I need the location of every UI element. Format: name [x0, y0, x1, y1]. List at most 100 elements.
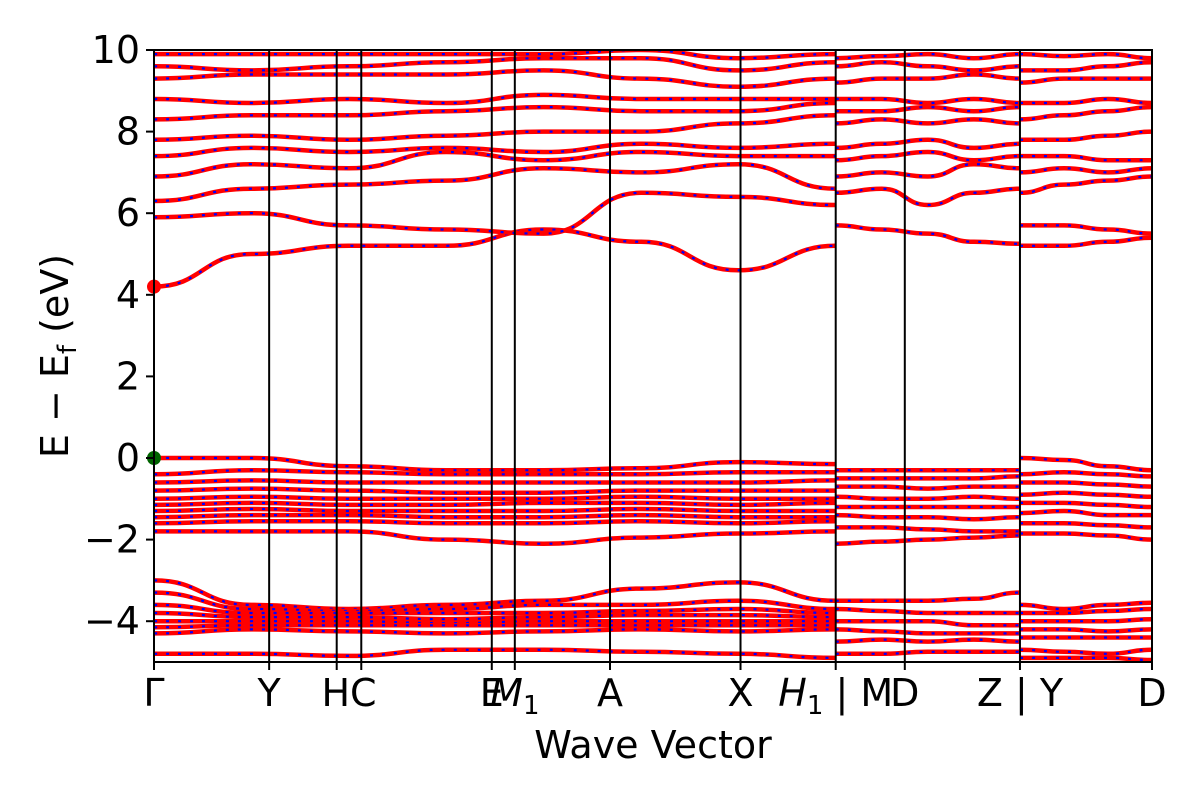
band-line: [835, 149, 1021, 163]
band-line: [835, 186, 1021, 208]
band-line-dash: [1020, 236, 1152, 247]
band-line: [1020, 223, 1152, 236]
band-line-dash: [1020, 656, 1152, 662]
band-line-dash: [154, 69, 836, 88]
y-axis-title-unit: (eV): [33, 254, 77, 345]
band-line-dash: [154, 620, 836, 625]
band-line-dash: [1019, 618, 1152, 623]
band-line: [835, 484, 1020, 491]
band-line: [1019, 490, 1152, 500]
band-line: [835, 474, 1021, 481]
band-line: [154, 529, 836, 546]
band-line: [835, 72, 1021, 85]
band-line: [154, 190, 836, 236]
band-line: [154, 647, 836, 661]
band-line-dash: [154, 591, 836, 613]
band-line: [1019, 508, 1152, 518]
y-tick-label: 0: [116, 436, 140, 480]
y-tick-label: 8: [116, 110, 140, 154]
band-line-dash: [1019, 52, 1152, 60]
band-line: [835, 606, 1020, 616]
band-line-dash: [1019, 167, 1152, 174]
band-line-dash: [154, 487, 836, 494]
band-line: [154, 113, 836, 143]
band-line-dash: [1020, 97, 1152, 105]
band-line: [1019, 59, 1152, 73]
y-axis-title-subscript: f: [53, 344, 83, 354]
band-line-dash: [1020, 224, 1152, 235]
band-line: [1019, 51, 1152, 61]
band-line-dash: [154, 507, 836, 513]
band-line-dash: [1019, 491, 1152, 498]
band-line-dash: [1019, 648, 1152, 655]
y-axis-title-main: E − E: [33, 354, 77, 458]
band-line-dash: [154, 479, 836, 484]
band-line: [154, 623, 836, 630]
x-tick-label: H1 | M: [778, 671, 893, 721]
band-line: [835, 59, 1021, 73]
band-line: [1019, 174, 1152, 196]
x-tick-label: E: [480, 671, 504, 715]
band-line: [835, 533, 1021, 546]
band-line-dash: [154, 495, 836, 500]
band-line: [1020, 655, 1152, 662]
band-line: [835, 117, 1021, 126]
x-tick-label: X: [727, 671, 753, 715]
band-line-dash: [835, 163, 1021, 178]
y-axis-ticks: −4 −2 0 2 4 6 8 10: [84, 28, 154, 643]
band-line-dash: [154, 520, 836, 525]
band-line: [1020, 606, 1152, 616]
x-tick-label: A: [597, 671, 623, 715]
band-line: [835, 96, 1021, 106]
band-line-dash: [835, 187, 1021, 207]
band-line-dash: [1020, 481, 1152, 488]
band-line-dash: [154, 150, 836, 178]
band-line: [1019, 500, 1152, 510]
kpoint-divider-lines: [268, 50, 1021, 662]
band-line: [835, 161, 1021, 179]
x-tick-label: Γ: [143, 671, 164, 715]
band-line: [1019, 455, 1152, 473]
band-line: [835, 618, 1020, 628]
band-line: [1019, 76, 1152, 85]
band-line: [154, 494, 836, 502]
band-line: [1019, 616, 1152, 624]
band-line: [1020, 480, 1152, 489]
band-line: [154, 602, 836, 616]
y-tick-label: 4: [116, 273, 140, 317]
band-line: [1020, 235, 1152, 249]
band-line-dash: [1019, 456, 1152, 472]
band-line: [835, 223, 1021, 247]
y-tick-label: −4: [84, 599, 140, 643]
band-line: [835, 649, 1020, 657]
band-line: [1020, 627, 1152, 634]
band-line-dash: [1019, 61, 1152, 72]
band-line: [835, 637, 1021, 644]
band-lines: [154, 50, 1152, 662]
band-line-dash: [154, 50, 836, 60]
band-line-dash: [1020, 130, 1152, 141]
band-line-dash: [1020, 607, 1152, 615]
x-tick-label: M1: [490, 671, 539, 721]
band-line: [154, 506, 836, 514]
band-line: [154, 100, 836, 122]
band-line: [835, 494, 1021, 502]
x-tick-label: Z | Y: [977, 671, 1064, 716]
band-line: [1020, 521, 1152, 530]
band-line-dash: [1019, 601, 1152, 611]
band-line: [1019, 470, 1152, 479]
band-line-dash: [154, 624, 836, 629]
band-line: [154, 486, 836, 495]
band-line: [835, 512, 1021, 522]
band-line: [154, 92, 836, 106]
band-line-dash: [154, 228, 836, 288]
x-tick-label: D: [890, 671, 919, 715]
band-line-dash: [154, 513, 836, 519]
band-line: [154, 161, 836, 204]
x-tick-label: D: [1137, 671, 1166, 715]
y-axis-title: E − Ef (eV): [33, 254, 83, 458]
band-line-dash: [1019, 77, 1152, 84]
band-line-dash: [1020, 628, 1152, 633]
band-line-dash: [154, 501, 836, 507]
